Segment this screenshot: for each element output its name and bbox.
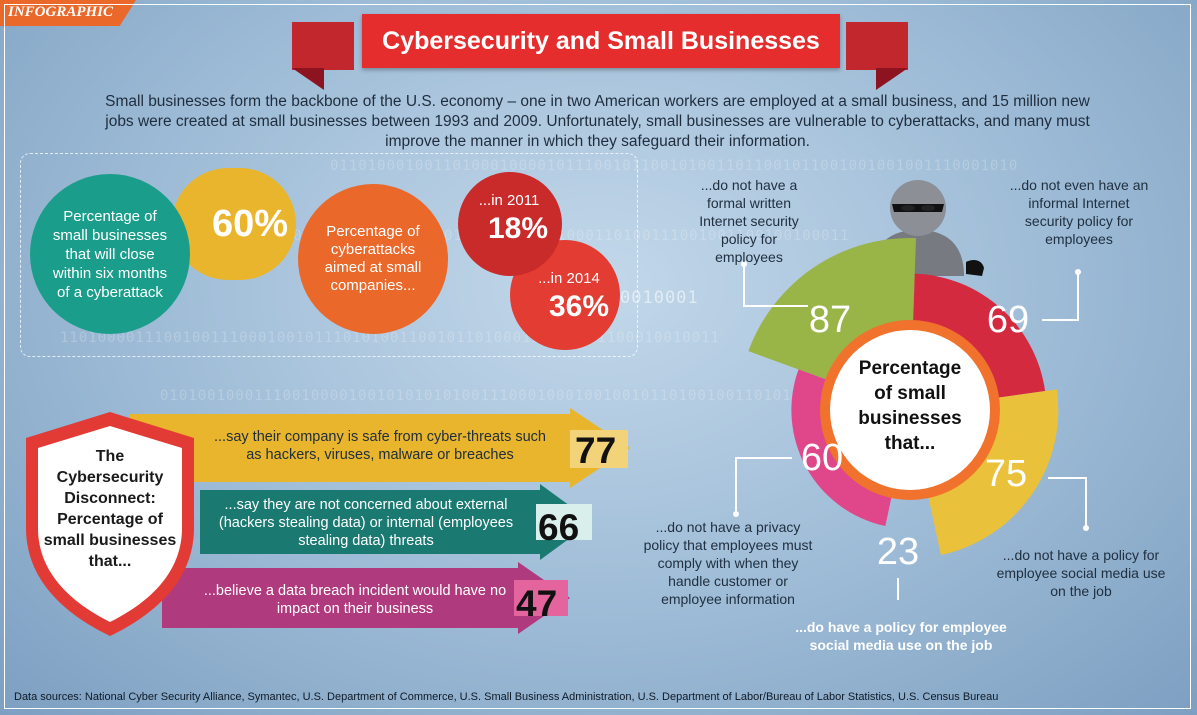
- stat-close-bubble: Percentage of small businesses that will…: [30, 174, 190, 334]
- infographic-tag-label: INFOGRAPHIC: [8, 4, 114, 20]
- pie-leader-dot-87: [741, 261, 747, 267]
- binary-background-line-1: 0110100010011010001000010111001011001010…: [330, 158, 1019, 174]
- pie-leader-87: [743, 264, 808, 307]
- pie-value-87: 87: [809, 299, 851, 341]
- pie-leader-60: [735, 457, 792, 514]
- pie-leader-75: [1048, 477, 1087, 528]
- title-banner: Cybersecurity and Small Businesses: [362, 14, 840, 68]
- pie-center-disc: [830, 330, 990, 490]
- disconnect-arrow-1: [130, 408, 630, 488]
- stats-dashed-box: [20, 153, 638, 357]
- disconnect-row-3-text: ...believe a data breach incident would …: [203, 583, 507, 617]
- stat-2011-label: ...in 2011: [478, 192, 540, 209]
- pie-center-label-line: that...: [885, 433, 936, 454]
- banner-ribbon-right: [846, 22, 908, 70]
- pie-leader-69: [1042, 272, 1079, 321]
- stat-attacks-bubble: Percentage of cyberattacks aimed at smal…: [298, 184, 448, 334]
- binary-background-line-3: 0010001: [620, 288, 699, 308]
- pie-chart: Percentage of small businesses that... 87 69 7…: [733, 238, 1089, 600]
- disconnect-row-3-value: 47: [516, 583, 558, 624]
- disconnect-row-2-text: ...say they are not concerned about exte…: [218, 497, 514, 549]
- disconnect-arrow-3: [162, 562, 570, 634]
- disconnect-row-1-text: ...say their company is safe from cyber-…: [213, 429, 546, 463]
- shield-label: The Cybersecurity Disconnect: Percentage…: [43, 448, 177, 570]
- stat-close-label: Percentage of small businesses that will…: [52, 207, 168, 301]
- pie-value-69: 69: [987, 299, 1029, 341]
- banner-fold-right: [876, 68, 908, 90]
- shield-icon: [26, 412, 194, 636]
- stat-close-value-bubble: 60%: [172, 168, 296, 280]
- banner-ribbon-left: [292, 22, 354, 70]
- disconnect-value-box-1: [570, 430, 628, 468]
- disconnect-arrows: [130, 408, 630, 634]
- pie-leader-dot-75: [1083, 525, 1089, 531]
- disconnect-value-box-3: [514, 580, 568, 616]
- infographic-tag: INFOGRAPHIC: [0, 0, 136, 26]
- pie-center-label-line: Percentage: [859, 358, 961, 379]
- pie-center-label-line: of small: [874, 383, 946, 404]
- stat-2011-bubble: [458, 172, 562, 276]
- binary-background-line-5: 0101001000111001000010010101010100111000…: [160, 388, 821, 404]
- disconnect-arrow-2: [200, 484, 592, 560]
- page-title: Cybersecurity and Small Businesses: [382, 26, 820, 55]
- pie-value-75: 75: [985, 453, 1027, 495]
- pie-annotation-69: ...do not even have an informal Internet…: [1009, 177, 1149, 247]
- stat-2014-value: 36%: [548, 290, 610, 323]
- pie-annotation-60: ...do not have a privacy policy that emp…: [643, 519, 813, 607]
- pie-center-label-line: businesses: [858, 408, 962, 429]
- data-sources: Data sources: National Cyber Security Al…: [14, 691, 999, 703]
- banner-fold-left: [292, 68, 324, 90]
- pie-leader-dot-60: [733, 511, 739, 517]
- stat-2014-label: ...in 2014: [538, 270, 600, 287]
- pie-value-23: 23: [877, 531, 919, 573]
- disconnect-row-1-value: 77: [575, 430, 617, 471]
- pie-value-60: 60: [801, 437, 843, 479]
- disconnect-value-box-2: [536, 504, 592, 540]
- stat-2011-value: 18%: [487, 212, 549, 245]
- pie-leader-dot-69: [1075, 269, 1081, 275]
- stat-close-value: 60%: [211, 202, 288, 245]
- pie-annotation-75: ...do not have a policy for employee soc…: [996, 547, 1166, 599]
- pie-annotation-23: ...do have a policy for employee social …: [795, 619, 1007, 653]
- intro-paragraph: Small businesses form the backbone of th…: [105, 93, 1090, 150]
- stat-attacks-label: Percentage of cyberattacks aimed at smal…: [324, 223, 422, 294]
- pie-annotation-87: ...do not have a formal written Internet…: [699, 177, 799, 265]
- disconnect-row-2-value: 66: [538, 507, 580, 548]
